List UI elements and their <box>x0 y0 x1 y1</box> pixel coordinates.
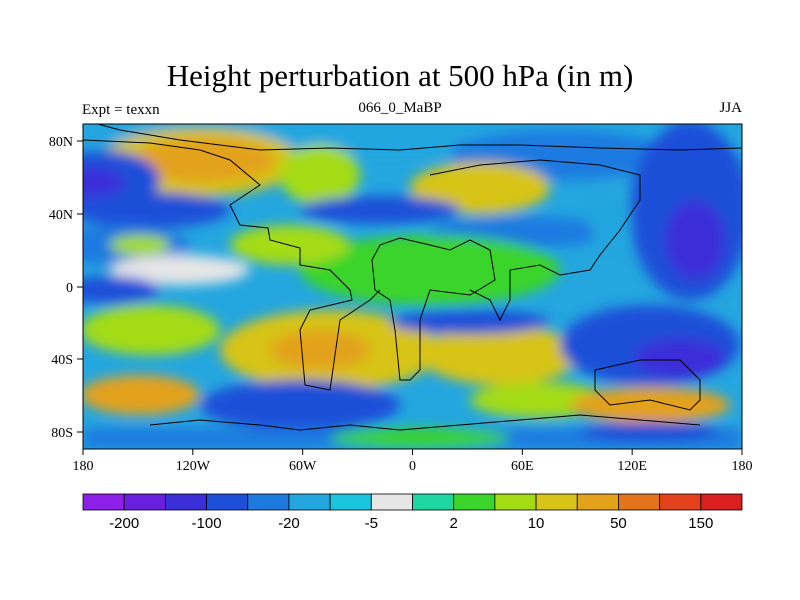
lon-tick-label: 180 <box>732 459 753 474</box>
colorbar-swatch <box>288 493 331 511</box>
colorbar-label: -100 <box>192 515 222 532</box>
colorbar-swatch <box>576 493 619 511</box>
colorbar-swatch <box>412 493 455 511</box>
map-title: Height perturbation at 500 hPa (in m) <box>166 58 634 93</box>
colorbar-label: -200 <box>109 515 139 532</box>
colorbar-swatch <box>453 493 496 511</box>
lon-tick-label: 0 <box>409 459 416 474</box>
longitude-axis: 180 120W 60W 0 60E 120E 180 <box>73 449 753 474</box>
lon-tick-label: 60E <box>511 459 534 474</box>
lon-tick-label: 120E <box>617 459 647 474</box>
colorbar-label: 10 <box>528 515 545 532</box>
colorbar-swatch <box>659 493 702 511</box>
colorbar-label: 50 <box>610 515 627 532</box>
colorbar-label: 150 <box>688 515 713 532</box>
lon-tick-label: 180 <box>73 459 94 474</box>
colorbar-swatch <box>329 493 372 511</box>
colorbar-swatch <box>123 493 166 511</box>
colorbar-swatch <box>494 493 537 511</box>
lat-tick-label: 0 <box>66 281 73 296</box>
colorbar-label: -5 <box>365 515 378 532</box>
lat-tick-label: 80N <box>49 135 73 150</box>
coastlines <box>83 124 742 431</box>
lat-tick-label: 40S <box>51 353 73 368</box>
colorbar-swatch <box>164 493 207 511</box>
contour-field <box>83 124 742 449</box>
colorbar-swatch <box>618 493 661 511</box>
colorbar-swatch <box>247 493 290 511</box>
period-label: 066_0_MaBP <box>358 100 442 116</box>
colorbar-swatch <box>206 493 249 511</box>
latitude-axis: 80N 40N 0 40S 80S <box>49 135 83 441</box>
colorbar-swatch <box>370 493 413 511</box>
colorbar: -200 -100 -20 -5 2 10 50 150 <box>82 493 743 532</box>
colorbar-swatch <box>82 493 125 511</box>
colorbar-label: 2 <box>450 515 458 532</box>
lat-tick-label: 80S <box>51 426 73 441</box>
lon-tick-label: 60W <box>289 459 317 474</box>
colorbar-swatch <box>700 493 743 511</box>
colorbar-label: -20 <box>278 515 300 532</box>
experiment-label: Expt = texxn <box>82 102 160 118</box>
lon-tick-label: 120W <box>176 459 211 474</box>
season-label: JJA <box>719 100 742 116</box>
colorbar-swatch <box>535 493 578 511</box>
lat-tick-label: 40N <box>49 208 73 223</box>
